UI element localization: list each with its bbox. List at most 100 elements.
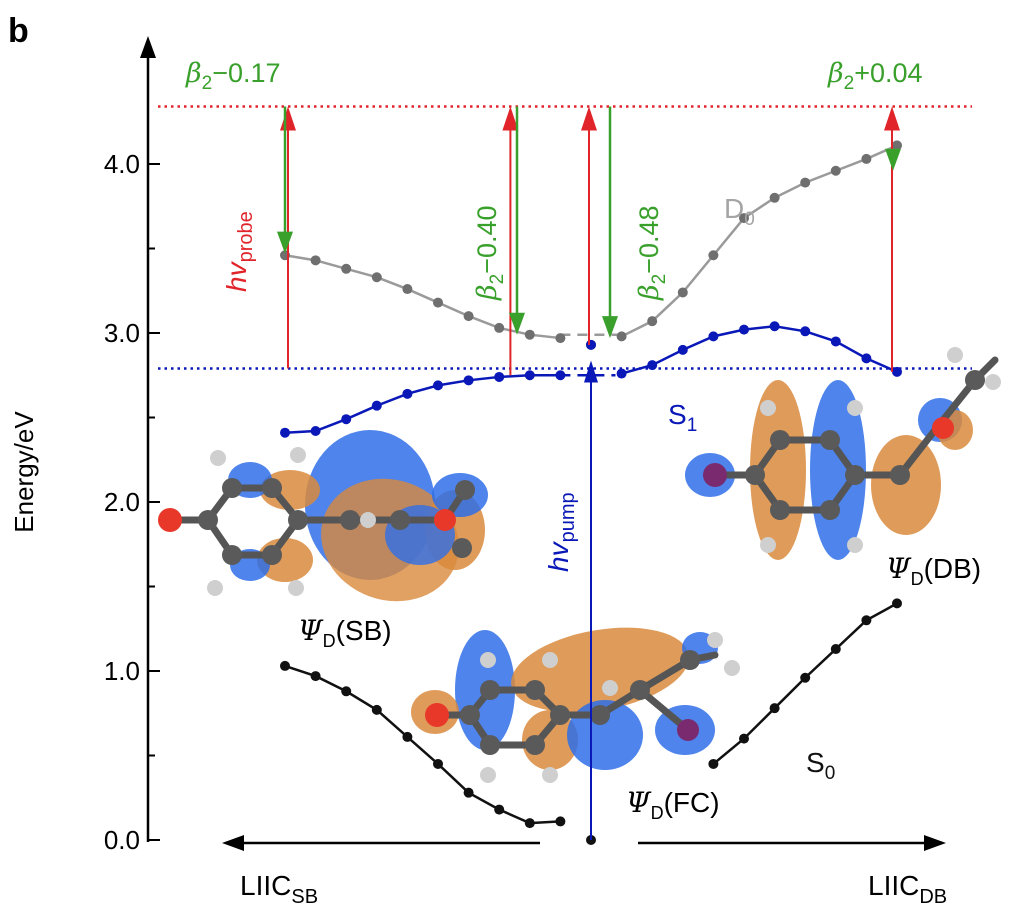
atom [820,500,840,520]
atom [847,400,863,416]
S0-point [708,758,719,769]
atom [724,660,740,676]
orbital-lobe [522,710,578,770]
atom [360,512,376,528]
S0-point [310,671,321,682]
x-label-right: LIICDB [868,870,947,908]
ionization-arrow-head [602,316,618,339]
atom [262,478,282,498]
S1-point [433,380,443,391]
S0-point [494,804,505,815]
atom [288,510,308,530]
atom [770,430,790,450]
S0-point [371,704,382,715]
atom [760,537,776,553]
S0-point [861,615,872,626]
atom [210,450,226,466]
S0-point [463,787,474,798]
psi-db-label: ΨD(DB) [886,552,981,589]
beta-label-1: β2−0.17 [185,58,281,94]
beta-value-4: +0.04 [854,58,922,88]
y-tick-label: 4.0 [104,149,140,179]
S0-point [830,644,841,655]
atom [207,580,223,596]
D0-point [616,331,627,342]
y-tick-label: 2.0 [104,487,140,517]
S0-point [402,731,413,742]
atom [452,538,472,558]
S1-point [800,326,811,337]
atom [158,508,182,532]
S0-point [433,758,443,769]
atom [434,509,456,531]
D0-point [861,153,872,164]
S1-point [341,414,352,425]
atom [222,478,242,498]
S0-point [341,686,352,697]
atom [198,510,218,530]
hv-probe-label: hvprobe [221,211,257,292]
molecular-orbital-illustrations [158,347,1001,783]
atom [262,545,282,565]
atom [340,510,360,530]
atom [630,680,650,700]
S1-point [524,370,535,381]
S1-point [463,375,474,386]
atom [947,347,963,363]
d0-label: D0 [724,193,755,230]
D0-point [433,297,443,308]
data-layer [158,105,972,845]
D0-point [677,287,688,298]
S1-point [769,321,780,332]
atom [760,400,776,416]
S1-line-segment [621,324,898,375]
S1-point [555,370,566,381]
probe-arrow-head [581,106,597,131]
atom [480,652,496,668]
x-label-right-main: LIIC [868,870,919,901]
atom [542,652,558,668]
atom [845,465,865,485]
hv-pump-sub: pump [557,492,579,542]
D0-line-segment [621,144,898,338]
atom [290,447,306,463]
probe-arrow-head [502,106,519,131]
atom [847,537,863,553]
psi-fc-label: ΨD(FC) [626,786,720,823]
probe-arrow-head [884,106,900,131]
atom [820,430,840,450]
s0-label: S0 [806,747,835,784]
S1-point [739,324,749,335]
S1-point [310,426,321,437]
atom [455,480,475,500]
ionization-arrow-head [277,231,293,254]
D0-point [739,213,749,224]
x-label-left-sub: SB [291,886,318,908]
S1-point [677,344,688,355]
y-tick-label: 1.0 [104,656,140,686]
atom [480,735,500,755]
D0-point [555,333,566,344]
hv-probe-sub: probe [235,211,257,262]
S1-point [861,353,872,364]
atom [602,680,618,696]
y-axis-label: Energy/eV [9,411,39,533]
atom [480,680,500,700]
atom [703,463,727,487]
pump-arrow-head [584,360,598,383]
D0-point [830,165,841,176]
D0-point [708,250,719,261]
S1-point [892,366,902,377]
D0-point [892,140,902,151]
S0-point [280,660,290,671]
S1-point [371,400,382,411]
D0-point [341,263,352,274]
atom [677,719,699,741]
x-label-left-main: LIIC [240,870,291,901]
atom [890,465,910,485]
s1-label: S1 [668,399,697,436]
atom [932,417,954,439]
atom [425,703,449,727]
D0-line-segment [284,254,561,340]
